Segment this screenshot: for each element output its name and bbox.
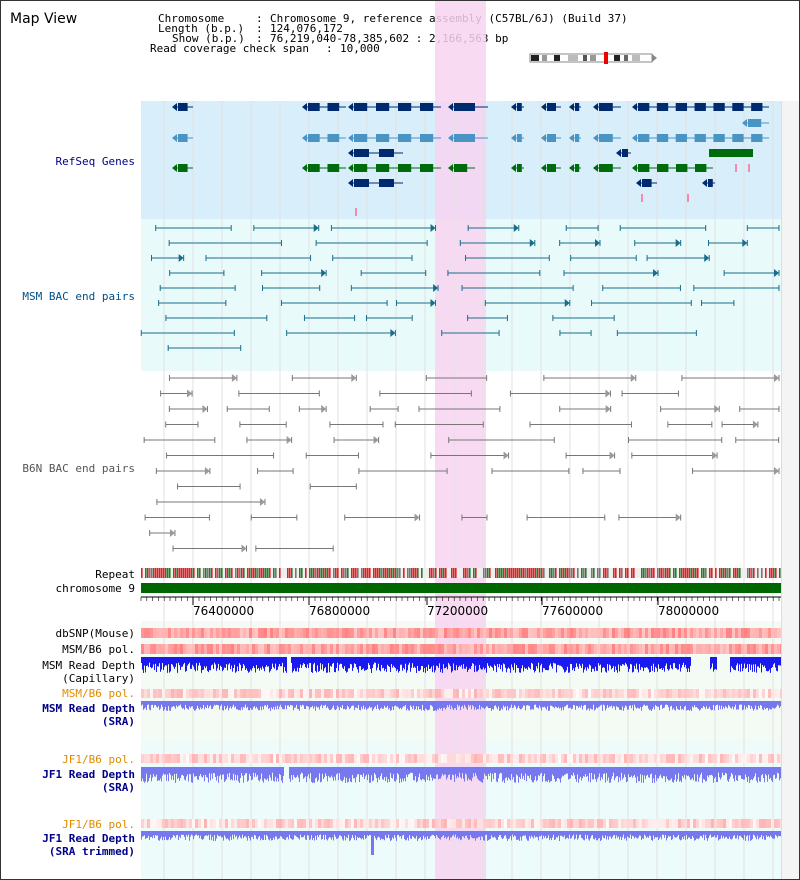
- jf1-depth-sra-label[interactable]: JF1 Read Depth: [42, 768, 135, 781]
- refseq-gene-features: [172, 103, 769, 216]
- msm-bac-features: [140, 224, 780, 351]
- axis-tick-label: 77200000: [427, 604, 489, 618]
- axis-tick-label: 78000000: [658, 604, 720, 618]
- position-axis: [140, 596, 781, 605]
- jf1-depth-trim-sub: (SRA trimmed): [48, 845, 135, 858]
- snp-features: [141, 628, 783, 828]
- msm-depth-sra-sub: (SRA): [101, 715, 135, 728]
- jf1-b6-pol-trim-label[interactable]: JF1/B6 pol.: [62, 818, 135, 831]
- refseq-track-label[interactable]: RefSeq Genes: [55, 155, 135, 168]
- page-title: Map View: [10, 11, 78, 27]
- chromosome-bar: [141, 583, 781, 593]
- length-value: 124,076,172: [270, 22, 343, 35]
- span-value: 10,000: [340, 42, 380, 55]
- ideogram-position-marker: [604, 52, 608, 64]
- axis-tick-label: 76800000: [309, 604, 371, 618]
- b6n-bac-features: [143, 374, 780, 553]
- msm-depth-capillary-sub: (Capillary): [62, 672, 135, 685]
- span-label: Read coverage check span: [150, 42, 309, 55]
- repeat-track-label[interactable]: Repeat: [95, 568, 135, 581]
- span-colon: :: [326, 42, 333, 55]
- length-label: Length (b.p.): [158, 22, 245, 35]
- jf1-depth-trim-label[interactable]: JF1 Read Depth: [42, 832, 135, 845]
- msm-depth-sra-label[interactable]: MSM Read Depth: [42, 702, 135, 715]
- show-colon: :: [256, 32, 263, 45]
- read-depth-features: [141, 657, 781, 855]
- repeat-features: [141, 568, 781, 578]
- dbsnp-track-label[interactable]: dbSNP(Mouse): [55, 627, 135, 640]
- right-scroll-margin[interactable]: [781, 101, 799, 879]
- chromosome-track-label: chromosome 9: [55, 582, 135, 595]
- jf1-b6-pol-label[interactable]: JF1/B6 pol.: [62, 753, 135, 766]
- axis-tick-label: 76400000: [193, 604, 255, 618]
- axis-tick-label: 77600000: [542, 604, 604, 618]
- chromosome-ideogram[interactable]: [528, 51, 658, 65]
- jf1-depth-sra-sub: (SRA): [101, 781, 135, 794]
- msm-bac-track-label[interactable]: MSM BAC end pairs: [22, 290, 135, 303]
- length-colon: :: [256, 22, 263, 35]
- chromosome-label: Chromosome: [158, 12, 225, 25]
- b6n-bac-track-label[interactable]: B6N BAC end pairs: [22, 462, 135, 475]
- msm-b6-pol-label[interactable]: MSM/B6 pol.: [62, 643, 135, 656]
- show-label: Show (b.p.): [172, 32, 245, 45]
- chromosome-colon: :: [256, 12, 263, 25]
- msm-b6-pol-sra-label[interactable]: MSM/B6 pol.: [62, 687, 135, 700]
- msm-depth-capillary-label[interactable]: MSM Read Depth: [42, 659, 135, 672]
